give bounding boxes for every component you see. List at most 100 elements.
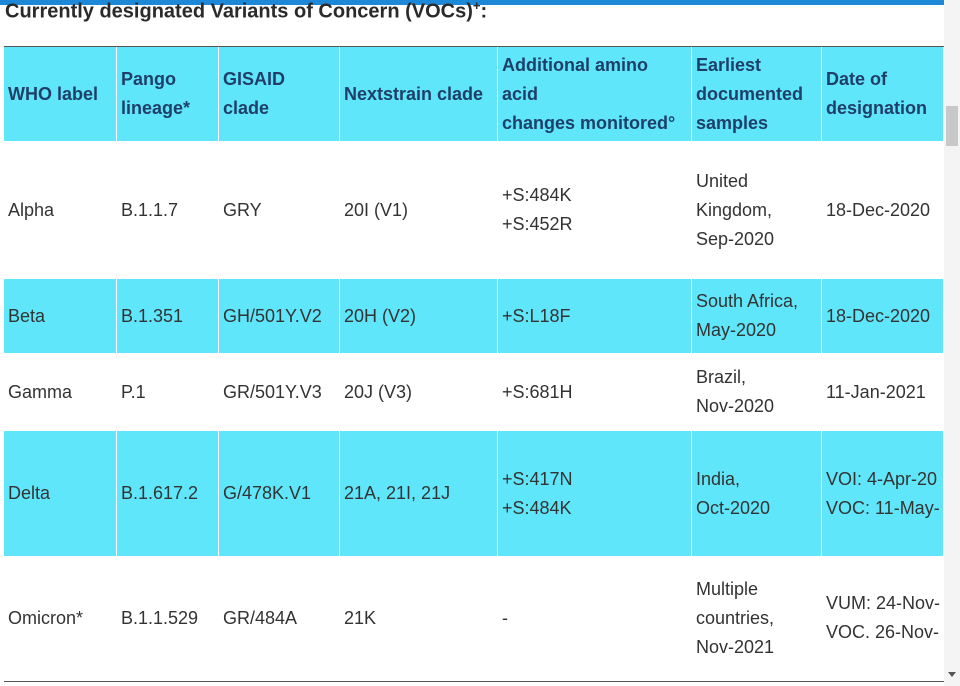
table-cell: 21K (340, 556, 498, 680)
cell-line: B.1.351 (121, 305, 184, 326)
cell-line: documented (696, 83, 804, 104)
cell-line: P.1 (121, 381, 146, 402)
table-cell: Beta (4, 279, 117, 353)
scroll-down-arrow[interactable] (948, 672, 956, 677)
cell-line: GR/484A (223, 607, 298, 628)
cell-line: Gamma (8, 381, 73, 402)
table-row: Omicron* B.1.1.529 GR/484A 21K - Multiple coun… (4, 556, 944, 680)
header-cell: Additional amino acid changes monitored° (498, 47, 692, 141)
cell-line: Sep-2020 (696, 228, 775, 249)
table-cell: 18-Dec-2020 (822, 141, 944, 279)
table-cell: GR/501Y.V3 (219, 353, 340, 431)
title-text: Currently designated Variants of Concern… (5, 0, 473, 23)
scrollbar[interactable] (944, 0, 960, 686)
cell-line: designation (826, 98, 928, 118)
cell-line: Additional amino (502, 54, 648, 75)
table-cell: VOI: 4-Apr-20 VOC: 11-May- (822, 431, 944, 556)
cell-line: South Africa, (696, 291, 799, 311)
table-cell: 20J (V3) (340, 353, 498, 431)
cell-line: +S:484K (502, 185, 572, 205)
cell-line: changes monitored° (502, 112, 676, 133)
cell-line: WHO label (8, 83, 99, 104)
header-row: WHO label Pango lineage* GISAID clade Nextstr… (4, 47, 944, 141)
cell-line: clade (223, 98, 270, 118)
header-cell: Pango lineage* (117, 47, 219, 141)
cell-line: B.1.617.2 (121, 483, 199, 503)
cell-line: GH/501Y.V2 (223, 305, 322, 326)
table-cell: Gamma (4, 353, 117, 431)
table-cell: B.1.617.2 (117, 431, 219, 556)
header-cell: Earliest documented samples (692, 47, 822, 141)
cell-line: B.1.1.529 (121, 607, 199, 628)
cell-line: Nextstrain clade (344, 83, 484, 104)
cell-line: acid (502, 83, 539, 104)
cell-line: +S:L18F (502, 305, 571, 326)
cell-line: VOI: 4-Apr-20 (826, 468, 938, 489)
header-cell: Nextstrain clade (340, 47, 498, 141)
top-bar (0, 0, 944, 5)
table-cell: United Kingdom, Sep-2020 (692, 141, 822, 279)
table-cell: G/478K.V1 (219, 431, 340, 556)
table-cell: GRY (219, 141, 340, 279)
table-cell: +S:417N +S:484K (498, 431, 692, 556)
cell-line: Nov-2021 (696, 636, 775, 657)
cell-line: Brazil, (696, 367, 747, 387)
cell-line: 18-Dec-2020 (826, 305, 931, 326)
cell-line: +S:484K (502, 497, 572, 518)
title-mark: + (472, 0, 481, 13)
cell-line: 18-Dec-2020 (826, 199, 931, 220)
table-cell: 21A, 21I, 21J (340, 431, 498, 556)
cell-line: countries, (696, 607, 775, 628)
table-row: Beta B.1.351 GH/501Y.V2 20H (V2) +S:L18F Sout… (4, 279, 944, 353)
cell-line: Beta (8, 305, 46, 326)
cell-line: VOC. 26-Nov- (826, 622, 940, 642)
cell-line: GISAID (223, 69, 286, 89)
table-cell: Alpha (4, 141, 117, 279)
table-cell: 20I (V1) (340, 141, 498, 279)
cell-line: Date of (826, 69, 888, 89)
cell-line: - (502, 607, 508, 628)
cell-line: 20J (V3) (344, 381, 413, 402)
header-cell: GISAID clade (219, 47, 340, 141)
cell-line: Nov-2020 (696, 396, 775, 416)
table-cell: Multiple countries, Nov-2021 (692, 556, 822, 680)
cell-line: 20H (V2) (344, 305, 417, 326)
header-cell: WHO label (4, 47, 117, 141)
table-cell: Omicron* (4, 556, 117, 680)
cell-line: Kingdom, (696, 199, 773, 220)
cell-line: +S:681H (502, 381, 573, 402)
table-cell: 11-Jan-2021 (822, 353, 944, 431)
cell-line: Omicron* (8, 607, 84, 628)
cell-line: B.1.1.7 (121, 199, 179, 220)
table-cell: Brazil, Nov-2020 (692, 353, 822, 431)
table-cell: +S:L18F (498, 279, 692, 353)
table-cell: B.1.351 (117, 279, 219, 353)
table-cell: 20H (V2) (340, 279, 498, 353)
table-cell: B.1.1.529 (117, 556, 219, 680)
cell-line: samples (696, 112, 769, 133)
table-row: Alpha B.1.1.7 GRY 20I (V1) +S:484K +S:452R Uni… (4, 141, 944, 279)
table-row: Gamma P.1 GR/501Y.V3 20J (V3) +S:681H Brazil,… (4, 353, 944, 431)
cell-line: G/478K.V1 (223, 483, 312, 503)
cell-line: Oct-2020 (696, 497, 771, 518)
cell-line: Delta (8, 483, 51, 503)
table-cell: - (498, 556, 692, 680)
table-cell: GR/484A (219, 556, 340, 680)
cell-line: +S:417N (502, 468, 573, 489)
cell-line: Multiple (696, 578, 759, 599)
scrollbar-thumb[interactable] (946, 106, 958, 146)
cell-line: May-2020 (696, 320, 777, 340)
table-cell: South Africa, May-2020 (692, 279, 822, 353)
cell-line: GR/501Y.V3 (223, 381, 322, 402)
table-cell: 18-Dec-2020 (822, 279, 944, 353)
cell-line: 11-Jan-2021 (826, 381, 926, 402)
cell-line: United (696, 170, 749, 191)
cell-line: VUM: 24-Nov- (826, 593, 941, 613)
table-cell: India, Oct-2020 (692, 431, 822, 556)
cell-line: Earliest (696, 54, 762, 75)
cell-line: India, (696, 468, 741, 489)
table-cell: VUM: 24-Nov- VOC. 26-Nov- (822, 556, 944, 680)
table-cell: P.1 (117, 353, 219, 431)
cell-line: 20I (V1) (344, 199, 409, 220)
